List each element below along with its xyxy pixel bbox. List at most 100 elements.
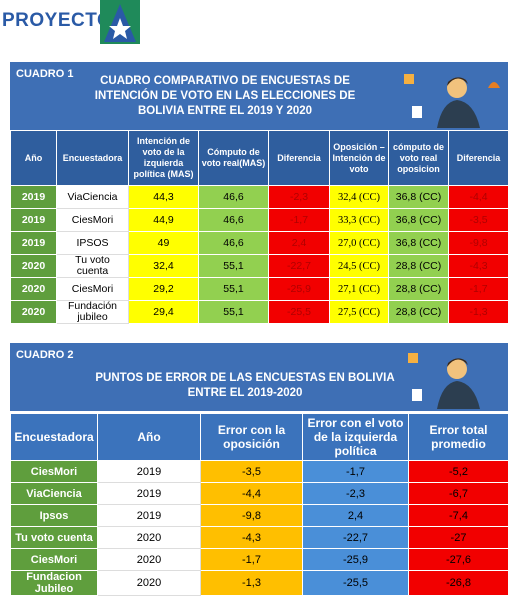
table-cell: CiesMori: [56, 277, 129, 301]
table-cell: 32,4 (CC): [329, 185, 389, 209]
cuadro1: CUADRO 1 CUADRO COMPARATIVO DE ENCUESTAS…: [10, 62, 509, 324]
cuadro2: CUADRO 2 PUNTOS DE ERROR DE LAS ENCUESTA…: [10, 343, 509, 596]
cuadro1-label: CUADRO 1: [16, 68, 74, 80]
column-header: Encuestadora: [10, 413, 98, 461]
table-cell: 29,2: [128, 277, 199, 301]
table-cell: -1,7: [448, 277, 509, 301]
table-row: Fundacion Jubileo 2020 -1,3 -25,5 -26,8: [10, 570, 509, 596]
table-cell: 33,3 (CC): [329, 208, 389, 232]
table-cell: 55,1: [198, 300, 269, 324]
table-cell: 2020: [97, 570, 201, 596]
column-header: Intención de voto de la izquierda políti…: [128, 130, 199, 186]
table-cell: -7,4: [408, 504, 509, 527]
table-cell: -9,8: [200, 504, 303, 527]
table-cell: 2,4: [268, 231, 330, 255]
table-row: 2019 IPSOS 49 46,6 2,4 27,0 (CC) 36,8 (CC) -9,8: [10, 231, 509, 255]
logo: PROYECTO: [0, 0, 140, 44]
table-row: 2019 ViaCiencia 44,3 46,6 -2,3 32,4 (CC) 36,8 …: [10, 185, 509, 209]
table-cell: -27: [408, 526, 509, 549]
column-header: Cómputo de voto real(MAS): [198, 130, 269, 186]
illustration: [408, 353, 480, 409]
table-row: Tu voto cuenta 2020 -4,3 -22,7 -27: [10, 526, 509, 549]
column-header: Año: [10, 130, 57, 186]
table-cell: 2019: [97, 504, 201, 527]
table-cell: 36,8 (CC): [388, 231, 449, 255]
table-row: 2020 CiesMori 29,2 55,1 -25,9 27,1 (CC) 28,8 (…: [10, 277, 509, 301]
table-cell: 46,6: [198, 231, 269, 255]
table-cell: 32,4: [128, 254, 199, 278]
table-row: ViaCiencia 2019 -4,4 -2,3 -6,7: [10, 482, 509, 505]
table-row: Ipsos 2019 -9,8 2,4 -7,4: [10, 504, 509, 527]
table-cell: -25,5: [302, 570, 409, 596]
table-cell: 2020: [10, 254, 57, 278]
table-cell: -4,4: [200, 482, 303, 505]
table-cell: -9,8: [448, 231, 509, 255]
cuadro2-label: CUADRO 2: [16, 349, 74, 361]
column-header: Error con el voto de la izquierda políti…: [302, 413, 409, 461]
table-cell: 46,6: [198, 208, 269, 232]
table-cell: ViaCiencia: [10, 482, 98, 505]
table-cell: 2,4: [302, 504, 409, 527]
table-cell: -1,7: [268, 208, 330, 232]
table-cell: -22,7: [268, 254, 330, 278]
table-cell: -1,7: [200, 548, 303, 571]
cuadro1-band: CUADRO 1 CUADRO COMPARATIVO DE ENCUESTAS…: [10, 62, 508, 130]
cuadro1-table: Año Encuestadora Intención de voto de la i…: [10, 130, 509, 324]
table-row: 2019 CiesMori 44,9 46,6 -1,7 33,3 (CC) 36,8 (C…: [10, 208, 509, 232]
logo-text: PROYECTO: [2, 10, 113, 31]
table-row: CiesMori 2020 -1,7 -25,9 -27,6: [10, 548, 509, 571]
table-cell: Fundacion Jubileo: [10, 570, 98, 596]
table-cell: 28,8 (CC): [388, 254, 449, 278]
table-cell: 44,9: [128, 208, 199, 232]
table-cell: Tu voto cuenta: [10, 526, 98, 549]
table-cell: Ipsos: [10, 504, 98, 527]
table-cell: 46,6: [198, 185, 269, 209]
table-cell: 55,1: [198, 254, 269, 278]
table-cell: -2,3: [268, 185, 330, 209]
table-cell: -25,9: [302, 548, 409, 571]
table-cell: Fundación jubileo: [56, 300, 129, 324]
table-cell: CiesMori: [10, 548, 98, 571]
table-cell: 36,8 (CC): [388, 208, 449, 232]
table-cell: -1,7: [302, 460, 409, 483]
table-cell: 44,3: [128, 185, 199, 209]
cuadro2-title: PUNTOS DE ERROR DE LAS ENCUESTAS EN BOLI…: [95, 372, 395, 399]
table-cell: -5,2: [408, 460, 509, 483]
table-row: 2020 Tu voto cuenta 32,4 55,1 -22,7 24,5 (CC)…: [10, 254, 509, 278]
table-cell: 28,8 (CC): [388, 277, 449, 301]
table-cell: -4,4: [448, 185, 509, 209]
table-cell: -4,3: [200, 526, 303, 549]
table-cell: -27,6: [408, 548, 509, 571]
table-cell: -3,5: [200, 460, 303, 483]
cuadro1-title: CUADRO COMPARATIVO DE ENCUESTAS DE INTEN…: [94, 75, 356, 117]
table-cell: -1,3: [200, 570, 303, 596]
table-cell: 2019: [10, 185, 57, 209]
table-cell: 2019: [97, 482, 201, 505]
table-cell: 2020: [97, 526, 201, 549]
table-cell: CiesMori: [56, 208, 129, 232]
column-header: Error total promedio: [408, 413, 509, 461]
illustration: [404, 74, 500, 128]
table-row: CiesMori 2019 -3,5 -1,7 -5,2: [10, 460, 509, 483]
logo-icon: [100, 0, 140, 44]
cuadro2-band: CUADRO 2 PUNTOS DE ERROR DE LAS ENCUESTA…: [10, 343, 508, 411]
table-cell: IPSOS: [56, 231, 129, 255]
table-cell: 49: [128, 231, 199, 255]
table-cell: -1,3: [448, 300, 509, 324]
table-cell: 27,0 (CC): [329, 231, 389, 255]
table-cell: -3,5: [448, 208, 509, 232]
column-header: Año: [97, 413, 201, 461]
table-cell: -22,7: [302, 526, 409, 549]
column-header: Diferencia: [448, 130, 509, 186]
table-cell: -2,3: [302, 482, 409, 505]
table-row: 2020 Fundación jubileo 29,4 55,1 -25,5 27,5 (…: [10, 300, 509, 324]
table-cell: -26,8: [408, 570, 509, 596]
table-cell: 36,8 (CC): [388, 185, 449, 209]
table-cell: -25,9: [268, 277, 330, 301]
column-header: Diferencia: [268, 130, 330, 186]
table-cell: 2020: [10, 277, 57, 301]
table-cell: -4,3: [448, 254, 509, 278]
table-cell: Tu voto cuenta: [56, 254, 129, 278]
table-cell: 28,8 (CC): [388, 300, 449, 324]
